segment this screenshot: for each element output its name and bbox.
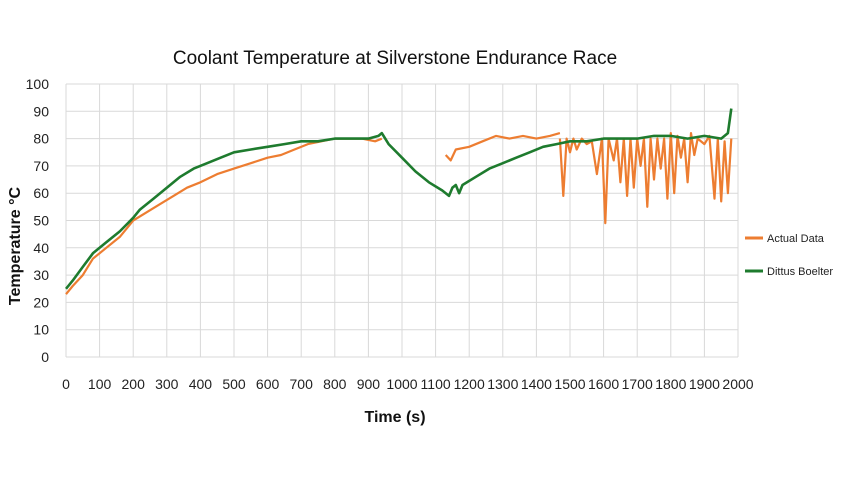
- x-tick-label: 1700: [622, 376, 653, 392]
- series-line: [64, 108, 733, 290]
- x-tick-label: 1900: [689, 376, 720, 392]
- x-tick-label: 1200: [454, 376, 485, 392]
- x-tick-label: 1400: [521, 376, 552, 392]
- chart-title: Coolant Temperature at Silverstone Endur…: [173, 48, 617, 69]
- x-tick-label: 1300: [487, 376, 518, 392]
- x-tick-label: 1600: [588, 376, 619, 392]
- y-tick-label: 80: [33, 131, 49, 147]
- y-tick-label: 100: [26, 76, 50, 92]
- series-actual-data: [65, 132, 733, 295]
- series-dittus-boelter: [64, 108, 733, 290]
- legend: Actual Data Dittus Boelter: [740, 220, 843, 298]
- x-tick-label: 200: [122, 376, 146, 392]
- y-tick-label: 20: [33, 294, 49, 310]
- legend-label: Actual Data: [767, 233, 825, 245]
- x-tick-label: 1800: [655, 376, 686, 392]
- x-tick-label: 100: [88, 376, 112, 392]
- x-tick-label: 2000: [722, 376, 753, 392]
- grid-lines: [65, 83, 739, 358]
- x-axis-title: Time (s): [364, 409, 425, 426]
- x-tick-label: 700: [290, 376, 314, 392]
- y-tick-label: 30: [33, 267, 49, 283]
- y-tick-label: 10: [33, 322, 49, 338]
- y-tick-labels: 0 10 20 30 40 50 60 70 80 90 100: [26, 76, 50, 365]
- x-tick-label: 900: [357, 376, 381, 392]
- y-tick-label: 40: [33, 240, 49, 256]
- series-line: [444, 132, 561, 162]
- legend-label: Dittus Boelter: [767, 266, 833, 278]
- y-axis-title: Temperature °C: [7, 186, 24, 305]
- x-tick-label: 1000: [386, 376, 417, 392]
- series-layer: [64, 108, 733, 295]
- x-tick-labels: 0 100 200 300 400 500 600 700 800 900 1000 1100 1200…: [62, 376, 754, 392]
- x-tick-label: 0: [62, 376, 70, 392]
- x-tick-label: 1500: [554, 376, 585, 392]
- y-tick-label: 70: [33, 158, 49, 174]
- x-tick-label: 500: [222, 376, 246, 392]
- y-tick-label: 50: [33, 213, 49, 229]
- y-tick-label: 0: [41, 349, 49, 365]
- y-tick-label: 60: [33, 185, 49, 201]
- x-tick-label: 800: [323, 376, 347, 392]
- y-tick-label: 90: [33, 103, 49, 119]
- x-tick-label: 300: [155, 376, 179, 392]
- x-tick-label: 400: [189, 376, 213, 392]
- series-line: [558, 132, 733, 225]
- legend-background: [740, 220, 843, 298]
- x-tick-label: 1100: [421, 376, 451, 392]
- x-tick-label: 600: [256, 376, 280, 392]
